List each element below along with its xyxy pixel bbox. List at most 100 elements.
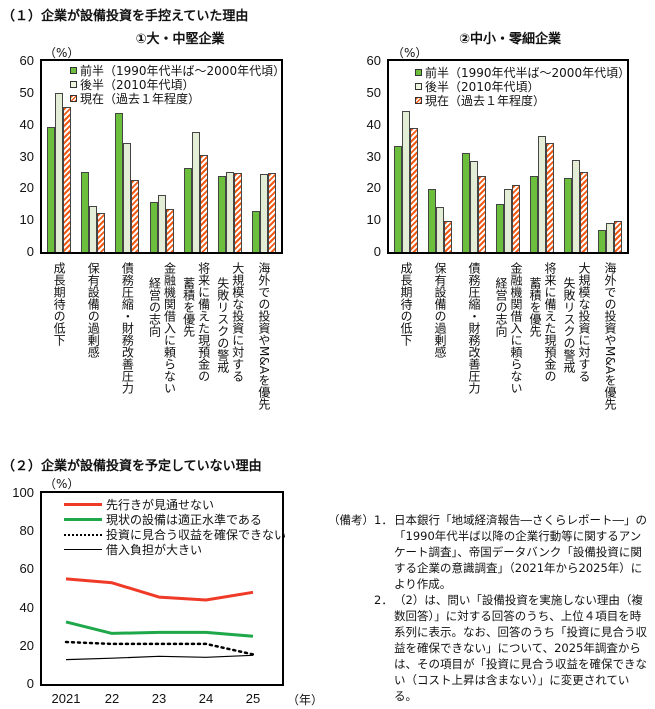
bar-0-1 xyxy=(55,93,64,252)
y-tick-label: 0 xyxy=(373,244,381,259)
legend-item-first-half: 前半（1990年代半ば～2000年代頃） xyxy=(415,66,630,80)
y-tick-label: 40 xyxy=(19,116,34,132)
bars xyxy=(42,61,281,252)
category-label: 債務圧縮・財務改善圧力 xyxy=(466,262,481,394)
category-label: 成長期待の低下 xyxy=(398,262,413,346)
legend-item-adequate-equipment: 現状の設備は適正水準である xyxy=(64,513,286,528)
bar-0-0 xyxy=(394,145,402,252)
plot-area: 前半（1990年代半ば～2000年代頃） 後半（2010年代頃） 現在（過去１年… xyxy=(387,59,630,254)
category-label-line1: 債務圧縮・財務改善圧力 xyxy=(467,262,481,394)
note-text: （2）は、問い「設備投資を実施しない理由（複数回答）」に対する回答のうち、上位４… xyxy=(394,593,647,703)
notes-label: （備考） xyxy=(328,513,374,527)
note-number: 2． xyxy=(374,593,393,607)
y-tick-label: 20 xyxy=(19,180,34,196)
category-label-line1: 海外での投資やM&Aを優先 xyxy=(603,262,617,410)
y-tick-label: 50 xyxy=(19,84,34,100)
bar-1-1 xyxy=(436,207,444,252)
y-tick-label: 40 xyxy=(366,116,381,132)
bar-6-2 xyxy=(267,172,276,252)
bar-3-0 xyxy=(149,202,158,252)
chart2-title: ②中小・零細企業 xyxy=(458,32,561,47)
bar-6-1 xyxy=(259,173,268,252)
y-tick-label: 80 xyxy=(19,523,34,539)
category-label-line1: 債務圧縮・財務改善圧力 xyxy=(120,262,135,394)
category-label-line1: 大規模な投資に対する xyxy=(230,262,245,382)
section2-title: （２）企業が設備投資を予定していない理由 xyxy=(2,459,262,474)
category-label-line2: 蓄積を優先 xyxy=(181,277,196,337)
bar-3-1 xyxy=(157,195,166,252)
legend-item-second-half: 後半（2010年代頃） xyxy=(70,78,285,92)
line-series xyxy=(64,577,255,661)
legend: 先行きが見通せない 現状の設備は適正水準である 投資に見合う収益を確保できない … xyxy=(64,498,286,558)
y-tick-label: 30 xyxy=(19,148,34,164)
category-label-line1: 金融機関借入に頼らない xyxy=(509,262,523,394)
y-tick-label: 0 xyxy=(26,244,34,259)
note-number: 1． xyxy=(374,513,393,527)
y-tick-label: 60 xyxy=(19,53,34,68)
y-tick-label: 30 xyxy=(366,148,381,164)
bar-3-1 xyxy=(504,188,512,252)
bar-3-2 xyxy=(512,184,520,252)
category-label: 金融機関借入に頼らない 経営の志向 xyxy=(493,262,523,394)
bar-0-2 xyxy=(410,127,418,252)
y-tick-label: 40 xyxy=(19,599,34,615)
y-unit-label: （%） xyxy=(44,477,80,491)
legend-swatch-dotted xyxy=(70,81,77,88)
bar-5-0 xyxy=(564,178,572,252)
legend-line-green xyxy=(64,518,102,521)
y-tick-label: 60 xyxy=(366,53,381,68)
legend-swatch-green xyxy=(70,67,77,74)
bar-2-2 xyxy=(478,175,486,252)
note-2: 2． （2）は、問い「設備投資を実施しない理由（複数回答）」に対する回答のうち、… xyxy=(328,592,650,704)
bar-5-1 xyxy=(572,160,580,252)
legend: 前半（1990年代半ば～2000年代頃） 後半（2010年代頃） 現在（過去１年… xyxy=(415,66,630,108)
category-label: 金融機関借入に頼らない 経営の志向 xyxy=(147,262,177,394)
category-label-line1: 金融機関借入に頼らない xyxy=(162,262,177,394)
bar-5-2 xyxy=(580,172,588,252)
plot-area: 先行きが見通せない 現状の設備は適正水準である 投資に見合う収益を確保できない … xyxy=(40,491,286,686)
bar-6-1 xyxy=(606,223,614,252)
plot-area: 前半（1990年代半ば～2000年代頃） 後半（2010年代頃） 現在（過去１年… xyxy=(40,59,285,254)
bar-6-0 xyxy=(251,211,260,252)
legend-item-current: 現在（過去１年程度） xyxy=(70,92,285,106)
category-label-line1: 保有設備の過剰感 xyxy=(86,262,101,358)
category-label-line2: 失敗リスクの警戒 xyxy=(562,277,576,373)
y-unit-label: （%） xyxy=(392,46,428,60)
chart-small-micro-firms: （%） 60 50 40 30 20 10 0 前半（1990年代半ば～2000年代頃） 後… xyxy=(352,40,655,440)
y-tick-label: 20 xyxy=(19,637,34,653)
bar-2-1 xyxy=(123,142,132,252)
line-series-2 xyxy=(64,640,255,656)
chart-large-medium-firms: （%） 60 50 40 30 20 10 0 前半（1990年代半ば～2000年代頃） 後… xyxy=(0,40,330,440)
category-label-line2: 失敗リスクの警戒 xyxy=(215,277,230,373)
bar-2-0 xyxy=(115,113,124,252)
legend-swatch-hatched xyxy=(70,95,77,102)
category-label-line1: 海外での投資やM&Aを優先 xyxy=(256,262,271,410)
line-series-0 xyxy=(65,577,254,602)
legend-item-second-half: 後半（2010年代頃） xyxy=(415,80,630,94)
bar-2-0 xyxy=(462,153,470,252)
legend-swatch-dotted xyxy=(415,83,422,90)
bar-3-2 xyxy=(165,209,174,252)
line-chart-reasons-not-planning: （%） 100 80 60 40 20 0 先行きが見通せない 現状の設備は適正水準である… xyxy=(0,475,323,709)
category-label: 海外での投資やM&Aを優先 xyxy=(256,262,271,410)
x-tick-label: 25 xyxy=(245,691,261,706)
category-label-line2: 経営の志向 xyxy=(494,277,508,337)
bar-1-1 xyxy=(89,206,98,252)
bar-0-2 xyxy=(63,107,72,252)
y-tick-label: 100 xyxy=(12,485,34,500)
legend-line-red xyxy=(64,503,102,506)
category-label: 成長期待の低下 xyxy=(51,262,66,346)
bar-2-2 xyxy=(131,180,140,252)
y-tick-label: 50 xyxy=(366,84,381,100)
legend-swatch-hatched xyxy=(415,97,422,104)
category-label: 大規模な投資に対する 失敗リスクの警戒 xyxy=(215,262,245,382)
notes: （備考） 1． 日本銀行「地域経済報告―さくらレポート―」の「1990年代半ば以… xyxy=(328,512,650,704)
bar-6-2 xyxy=(614,221,622,252)
line-series-3 xyxy=(65,654,254,661)
legend-swatch-green xyxy=(415,69,422,76)
category-label: 海外での投資やM&Aを優先 xyxy=(602,262,617,410)
category-label-line2: 経営の志向 xyxy=(147,277,162,337)
x-tick-label: 24 xyxy=(198,691,214,706)
category-label-line1: 保有設備の過剰感 xyxy=(433,262,447,358)
bar-4-1 xyxy=(191,132,200,252)
